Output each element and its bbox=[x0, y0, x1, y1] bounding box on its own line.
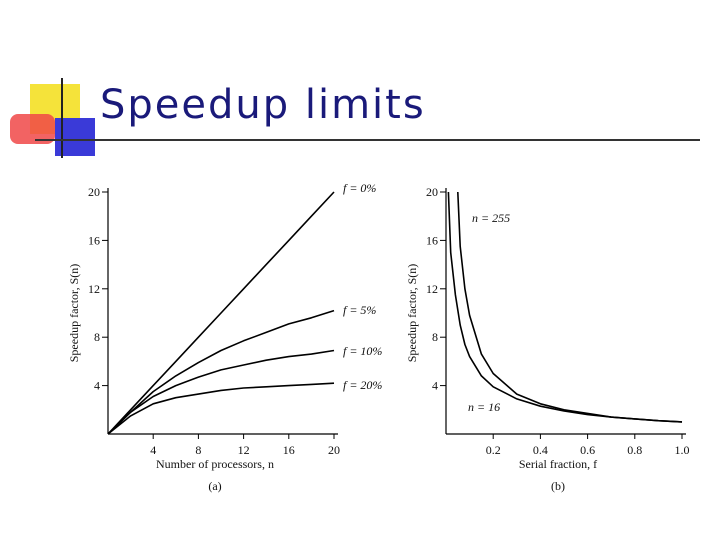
chart-a-x-axis-label: Number of processors, n bbox=[156, 457, 274, 471]
chart-b-y-tick-label: 8 bbox=[432, 330, 438, 344]
chart-a-series-line bbox=[107, 191, 335, 435]
chart-b-caption: (b) bbox=[551, 479, 565, 493]
chart-a-series-label: f = 0% bbox=[343, 181, 376, 195]
chart-a-series-line bbox=[107, 349, 335, 435]
chart-b-x-tick-label: 0.4 bbox=[533, 443, 548, 457]
chart-a-y-tick-label: 8 bbox=[94, 330, 100, 344]
page-title: Speedup limits bbox=[100, 82, 426, 128]
chart-a-series-label: f = 20% bbox=[343, 378, 382, 392]
chart-a-x-tick-label: 8 bbox=[195, 443, 201, 457]
chart-b-series-line bbox=[447, 191, 683, 423]
chart-b-y-axis-label: Speedup factor, S(n) bbox=[405, 264, 419, 363]
chart-a-y-tick-label: 4 bbox=[94, 379, 100, 393]
chart-a-series-line bbox=[107, 382, 335, 435]
chart-b-x-tick-label: 0.6 bbox=[580, 443, 595, 457]
chart-a-y-tick-label: 12 bbox=[88, 282, 100, 296]
chart-a-x-tick-label: 20 bbox=[328, 443, 340, 457]
chart-b-y-tick-label: 4 bbox=[432, 379, 438, 393]
chart-a-series-line bbox=[107, 309, 335, 435]
chart-b-series-label: n = 255 bbox=[472, 211, 510, 225]
chart-a-y-tick-label: 20 bbox=[88, 185, 100, 199]
chart-a-y-tick-label: 16 bbox=[88, 233, 100, 247]
chart-b-x-tick-label: 0.8 bbox=[627, 443, 642, 457]
chart-a-y-axis-label: Speedup factor, S(n) bbox=[67, 264, 81, 363]
chart-a-series-label: f = 5% bbox=[343, 303, 376, 317]
chart-a-x-tick-label: 4 bbox=[150, 443, 156, 457]
chart-b-y-tick-label: 12 bbox=[426, 282, 438, 296]
chart-a-caption: (a) bbox=[208, 479, 221, 493]
chart-b-x-axis-label: Serial fraction, f bbox=[519, 457, 597, 471]
chart-a-x-tick-label: 16 bbox=[283, 443, 295, 457]
chart-b-y-tick-label: 16 bbox=[426, 233, 438, 247]
chart-b-series-line bbox=[457, 191, 683, 423]
chart-b-y-tick-label: 20 bbox=[426, 185, 438, 199]
chart-a-x-tick-label: 12 bbox=[238, 443, 250, 457]
chart-b-x-tick-label: 0.2 bbox=[486, 443, 501, 457]
chart-b-x-tick-label: 1.0 bbox=[675, 443, 690, 457]
chart-a-series-label: f = 10% bbox=[343, 344, 382, 358]
chart-b-series-label: n = 16 bbox=[468, 400, 500, 414]
decor-red-square bbox=[10, 114, 55, 144]
